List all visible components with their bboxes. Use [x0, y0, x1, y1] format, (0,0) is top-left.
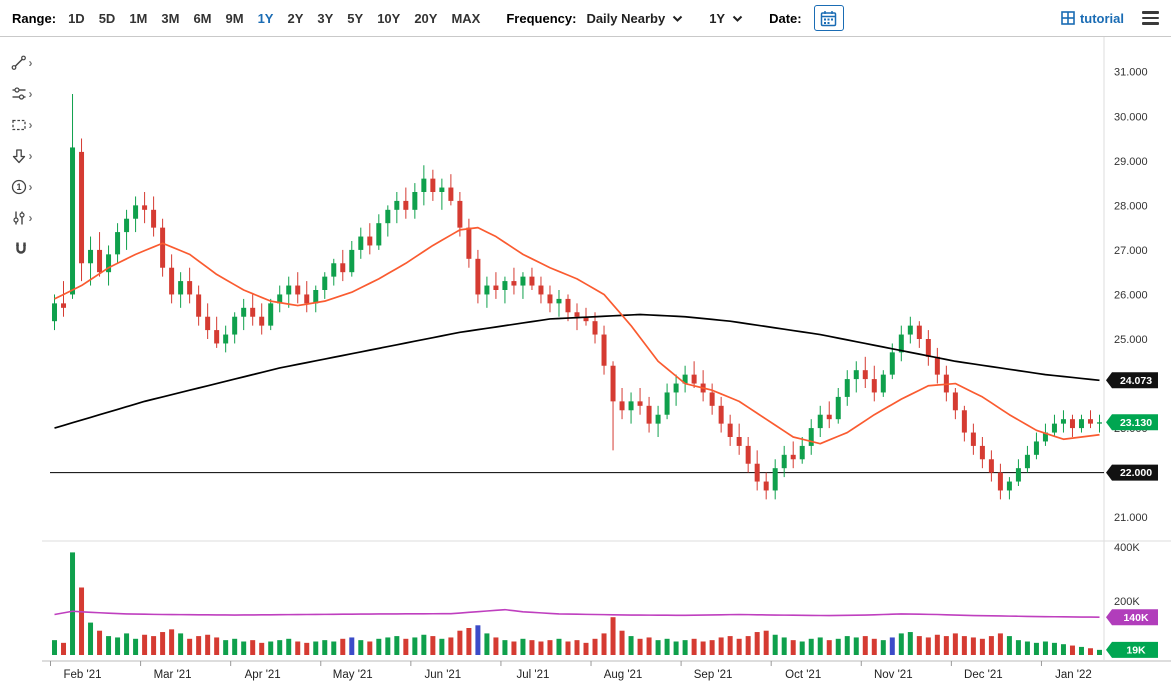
chevron-right-icon: ›: [28, 179, 33, 194]
range-label: Range:: [12, 10, 57, 26]
chevron-right-icon: ›: [28, 117, 33, 132]
arrow-down-icon: [12, 148, 25, 163]
trendline-tool[interactable]: ›: [10, 51, 33, 74]
range-option-6m[interactable]: 6M: [193, 10, 212, 26]
svg-text:Aug '21: Aug '21: [604, 669, 643, 681]
arrow-annotation-tool[interactable]: ›: [10, 144, 33, 167]
svg-text:Jun '21: Jun '21: [424, 669, 461, 681]
range-option-5y[interactable]: 5Y: [347, 10, 364, 26]
chevron-down-icon: [672, 15, 683, 22]
svg-text:31.000: 31.000: [1114, 67, 1148, 79]
tutorial-label: tutorial: [1079, 10, 1124, 26]
main-area: › › › › 1 ›: [0, 37, 1171, 694]
svg-text:1: 1: [16, 182, 21, 192]
svg-text:24.073: 24.073: [1120, 375, 1152, 387]
calendar-icon: [820, 10, 837, 26]
drawing-toolbar: › › › › 1 ›: [0, 37, 42, 694]
menu-button[interactable]: [1142, 11, 1159, 25]
range-option-3y[interactable]: 3Y: [317, 10, 334, 26]
range-option-20y[interactable]: 20Y: [414, 10, 438, 26]
svg-text:21.000: 21.000: [1114, 512, 1148, 524]
top-toolbar: Range: 1D 5D 1M 3M 6M 9M 1Y 2Y 3Y 5Y 10Y 20Y MAX Fre…: [0, 0, 1171, 37]
shapes-icon: [11, 119, 26, 130]
period-value: 1Y: [709, 10, 726, 26]
magnet-tool[interactable]: [12, 237, 30, 260]
svg-text:Jan '22: Jan '22: [1055, 669, 1092, 681]
svg-text:30.000: 30.000: [1114, 111, 1148, 123]
svg-text:Nov '21: Nov '21: [874, 669, 913, 681]
shapes-tool[interactable]: ›: [10, 113, 33, 136]
svg-text:140K: 140K: [1123, 612, 1149, 624]
indicators-tool[interactable]: ›: [10, 82, 33, 105]
range-option-1m[interactable]: 1M: [129, 10, 148, 26]
price-volume-chart[interactable]: 21.00022.00023.00024.00025.00026.00027.0…: [42, 37, 1171, 694]
svg-text:25.000: 25.000: [1114, 334, 1148, 346]
frequency-dropdown[interactable]: Daily Nearby: [586, 11, 683, 26]
chevron-right-icon: ›: [28, 86, 33, 101]
date-label: Date:: [769, 10, 802, 26]
period-dropdown[interactable]: 1Y: [709, 11, 743, 26]
range-option-max[interactable]: MAX: [451, 10, 481, 26]
layout-tool[interactable]: ›: [10, 206, 33, 229]
svg-text:26.000: 26.000: [1114, 289, 1148, 301]
tutorial-button[interactable]: tutorial: [1061, 11, 1124, 26]
grid-table-icon: [1061, 11, 1075, 25]
chevron-right-icon: ›: [28, 148, 33, 163]
range-options: 1D 5D 1M 3M 6M 9M 1Y 2Y 3Y 5Y 10Y 20Y MAX: [68, 11, 480, 26]
calendar-button[interactable]: [813, 5, 844, 31]
circled-one-icon: 1: [11, 179, 26, 194]
frequency-label: Frequency:: [506, 10, 577, 26]
svg-text:200K: 200K: [1114, 596, 1140, 608]
svg-text:Dec '21: Dec '21: [964, 669, 1003, 681]
svg-text:Oct '21: Oct '21: [785, 669, 821, 681]
chart-canvas[interactable]: 21.00022.00023.00024.00025.00026.00027.0…: [42, 37, 1171, 694]
svg-text:29.000: 29.000: [1114, 156, 1148, 168]
svg-text:Sep '21: Sep '21: [694, 669, 733, 681]
range-option-5d[interactable]: 5D: [98, 10, 116, 26]
svg-text:23.130: 23.130: [1120, 417, 1152, 429]
range-option-3m[interactable]: 3M: [161, 10, 180, 26]
range-option-2y[interactable]: 2Y: [287, 10, 304, 26]
chevron-right-icon: ›: [28, 55, 33, 70]
svg-text:Mar '21: Mar '21: [154, 669, 192, 681]
svg-text:May '21: May '21: [333, 669, 373, 681]
range-option-1d[interactable]: 1D: [68, 10, 85, 26]
sliders-icon: [12, 211, 25, 224]
range-option-10y[interactable]: 10Y: [377, 10, 401, 26]
chevron-right-icon: ›: [28, 210, 33, 225]
svg-text:27.000: 27.000: [1114, 245, 1148, 257]
svg-text:Feb '21: Feb '21: [64, 669, 102, 681]
chevron-down-icon: [732, 15, 743, 22]
range-option-1y[interactable]: 1Y: [257, 10, 274, 26]
svg-text:19K: 19K: [1126, 644, 1146, 656]
trendline-icon: [11, 55, 26, 70]
svg-text:400K: 400K: [1114, 542, 1140, 554]
range-option-9m[interactable]: 9M: [225, 10, 244, 26]
svg-text:Jul '21: Jul '21: [516, 669, 549, 681]
svg-text:22.000: 22.000: [1120, 467, 1152, 479]
indicators-icon: [12, 86, 25, 100]
number-annotation-tool[interactable]: 1 ›: [10, 175, 33, 198]
frequency-value: Daily Nearby: [586, 10, 666, 26]
svg-text:Apr '21: Apr '21: [245, 669, 281, 681]
svg-text:28.000: 28.000: [1114, 200, 1148, 212]
magnet-icon: [16, 242, 26, 254]
